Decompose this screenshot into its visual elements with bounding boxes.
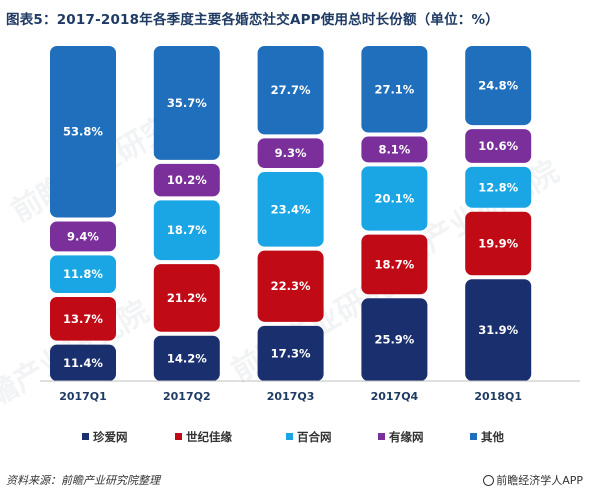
bar-segment — [465, 279, 532, 381]
data-label: 22.3% — [271, 279, 311, 293]
data-label: 20.1% — [374, 191, 414, 205]
data-label: 14.2% — [167, 351, 207, 365]
bar-segment — [153, 200, 220, 261]
bar-area: 11.4% 13.7% 11.8% 9.4% 53.8% 14.2% 21.2% 18.7% 1… — [50, 46, 532, 381]
legend-swatch — [378, 433, 385, 440]
bar-segment — [257, 172, 324, 247]
x-tick-label: 2017Q3 — [267, 390, 315, 403]
data-label: 23.4% — [271, 202, 311, 216]
data-label: 10.6% — [478, 139, 518, 153]
data-label: 8.1% — [378, 142, 410, 156]
bar-segment — [50, 344, 116, 381]
bar-segment — [153, 163, 220, 197]
qianzhan-logo-icon — [483, 475, 495, 486]
data-label: 11.4% — [63, 356, 103, 370]
bar-segment — [361, 136, 428, 163]
legend-label: 有缘网 — [389, 430, 424, 444]
bar-segment — [50, 46, 116, 218]
data-label: 11.8% — [63, 267, 103, 281]
data-label: 24.8% — [478, 79, 518, 93]
bar-segment — [50, 297, 116, 341]
credit: 前瞻经济学人APP — [483, 472, 583, 488]
bar-segment — [257, 250, 324, 322]
x-tick-label: 2018Q1 — [474, 390, 522, 403]
bar-segment — [153, 46, 220, 160]
data-label: 12.8% — [478, 180, 518, 194]
data-label: 10.2% — [167, 173, 207, 187]
data-label: 17.3% — [271, 346, 311, 360]
data-label: 18.7% — [167, 223, 207, 237]
bar-segment — [257, 138, 324, 169]
bar-segment — [465, 129, 532, 163]
data-label: 31.9% — [478, 323, 518, 337]
x-tick-label: 2017Q4 — [371, 390, 419, 403]
bar-segment — [50, 221, 116, 252]
bar-segment — [465, 166, 532, 208]
legend-swatch — [82, 433, 89, 440]
bar-segment — [361, 46, 428, 133]
data-label: 27.1% — [374, 82, 414, 96]
legend-label: 世纪佳缘 — [186, 430, 232, 444]
bar-segment — [361, 166, 428, 231]
bar-segment — [361, 298, 428, 381]
data-label: 27.7% — [271, 83, 311, 97]
data-label: 9.3% — [275, 146, 307, 160]
bar-segment — [257, 325, 324, 381]
legend: 珍爱网 世纪佳缘 百合网 有缘网 其他 — [82, 430, 504, 444]
source-note: 资料来源：前瞻产业研究院整理 — [6, 474, 160, 487]
x-axis-ticks: 2017Q1 2017Q2 2017Q3 2017Q4 2018Q1 — [59, 390, 522, 403]
legend-swatch — [286, 433, 293, 440]
legend-label: 其他 — [481, 430, 504, 444]
bar-segment — [361, 234, 428, 295]
bar-segment — [465, 46, 532, 126]
bar-segment — [50, 255, 116, 294]
legend-swatch — [175, 433, 182, 440]
data-label: 13.7% — [63, 312, 103, 326]
data-label: 9.4% — [67, 229, 99, 243]
legend-swatch — [470, 433, 477, 440]
data-label: 25.9% — [374, 333, 414, 347]
bar-segment — [153, 264, 220, 332]
data-label: 19.9% — [478, 236, 518, 250]
bar-segment — [257, 46, 324, 135]
legend-label: 百合网 — [297, 430, 332, 444]
bar-segment — [153, 335, 220, 381]
x-tick-label: 2017Q1 — [59, 390, 107, 403]
data-label: 53.8% — [63, 125, 103, 139]
x-tick-label: 2017Q2 — [163, 390, 211, 403]
chart-title: 图表5：2017-2018年各季度主要各婚恋社交APP使用总时长份额（单位：%） — [6, 12, 499, 28]
data-label: 18.7% — [374, 257, 414, 271]
data-label: 35.7% — [167, 96, 207, 110]
credit-label: 前瞻经济学人APP — [496, 474, 583, 487]
bar-segment — [465, 211, 532, 276]
data-label: 21.2% — [167, 291, 207, 305]
legend-label: 珍爱网 — [93, 430, 128, 444]
